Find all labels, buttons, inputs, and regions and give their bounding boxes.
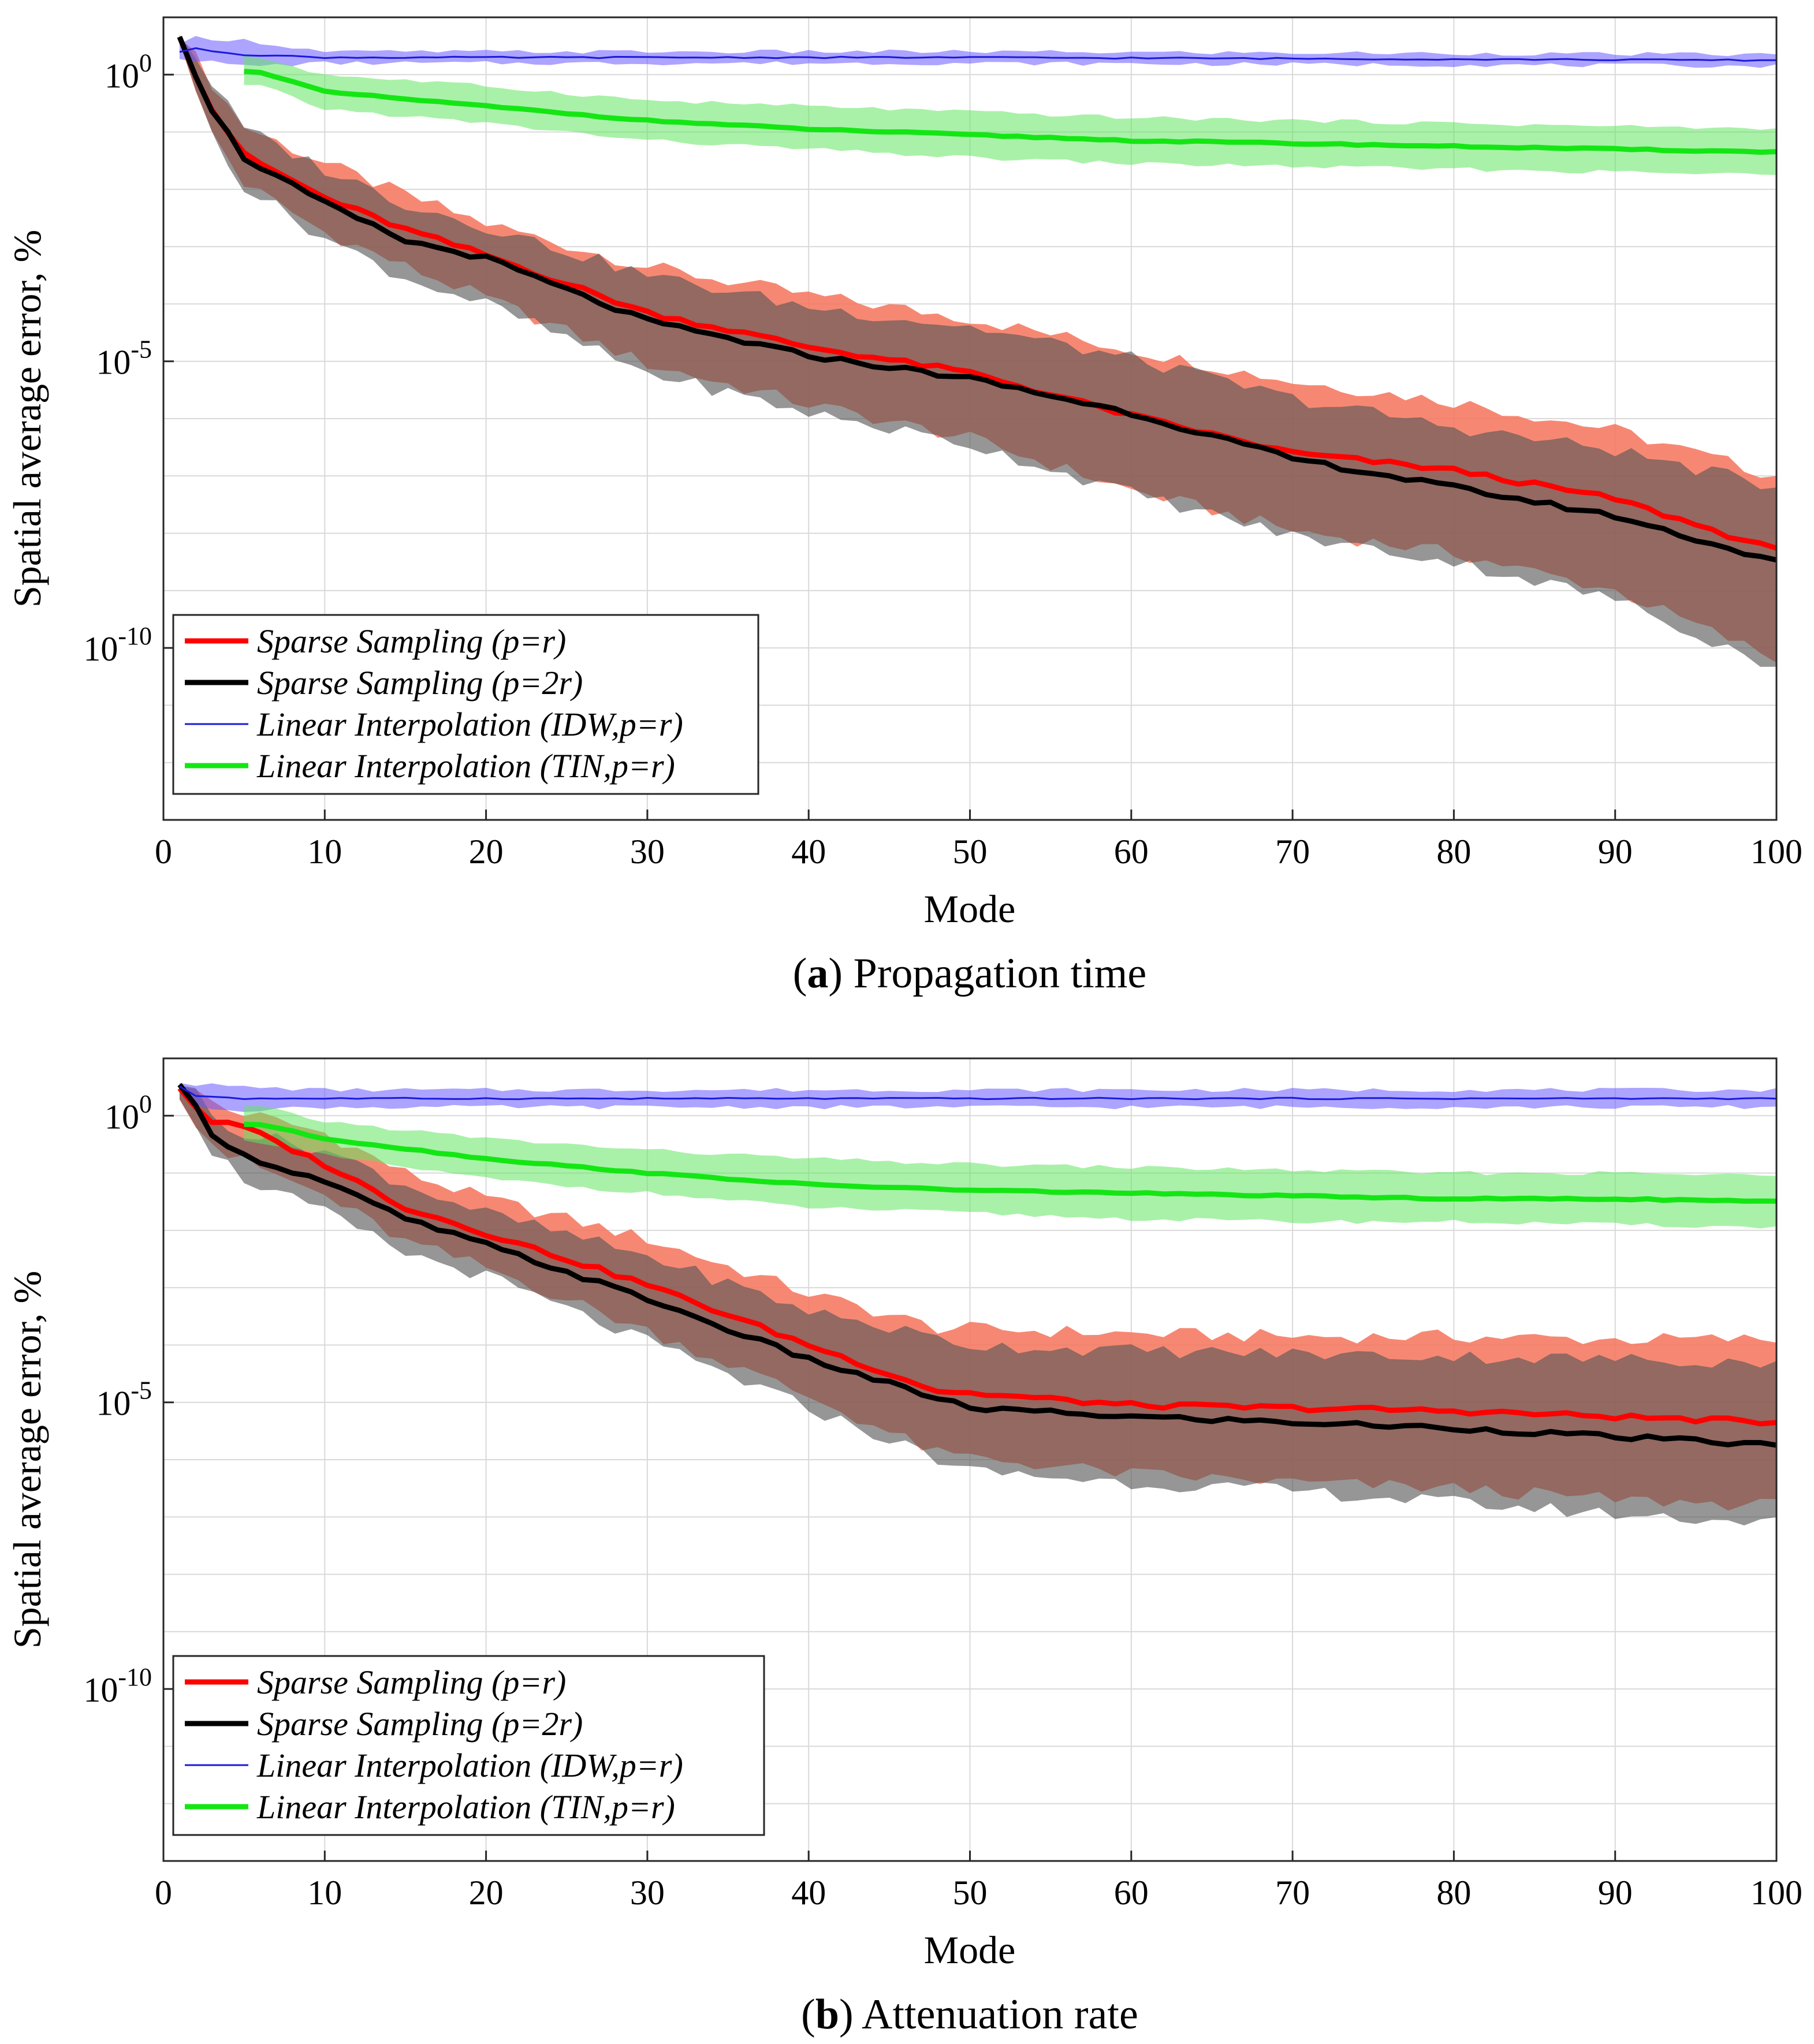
x-tick-label: 40 — [791, 833, 826, 871]
x-tick-label: 10 — [307, 833, 342, 871]
x-tick-label: 0 — [155, 833, 172, 871]
x-tick-label: 100 — [1750, 1874, 1802, 1912]
y-tick-label: 10-10 — [83, 622, 152, 668]
x-axis-label-a: Mode — [924, 887, 1016, 931]
lines-b — [177, 1083, 1777, 1448]
x-tick-label: 30 — [630, 1874, 665, 1912]
legend-box — [172, 614, 759, 795]
legend-entry: Sparse Sampling (p=r) — [257, 1663, 566, 1701]
x-axis-label-b: Mode — [924, 1928, 1016, 1972]
legend-entry: Sparse Sampling (p=r) — [257, 622, 566, 660]
ticks-a: 0 10 20 30 40 50 60 70 80 90 100 100 10-5 10-10 — [83, 49, 1802, 871]
series-line-black — [177, 36, 1777, 563]
y-tick-label: 10-5 — [96, 1377, 152, 1423]
legend-entry: Linear Interpolation (TIN,p=r) — [256, 1788, 675, 1826]
legend-box — [172, 1655, 765, 1836]
panel-b: 0 10 20 30 40 50 60 70 80 90 100 100 10-5 10-10 Spati… — [5, 1057, 1802, 2038]
band-black — [179, 35, 1777, 667]
y-tick-label: 10-10 — [83, 1663, 152, 1709]
x-tick-label: 90 — [1598, 1874, 1633, 1912]
x-tick-label: 0 — [155, 1874, 172, 1912]
panel-a: 0 10 20 30 40 50 60 70 80 90 100 100 10-5 10-10 Spati… — [5, 16, 1802, 997]
x-tick-label: 90 — [1598, 833, 1633, 871]
x-tick-label: 80 — [1436, 1874, 1471, 1912]
y-axis-label-a: Spatial average error, % — [5, 230, 49, 607]
x-tick-label: 80 — [1436, 833, 1471, 871]
series-line-blue — [179, 1086, 1777, 1101]
x-tick-label: 100 — [1750, 833, 1802, 871]
ticks-b: 0 10 20 30 40 50 60 70 80 90 100 100 10-5 10-10 — [83, 1090, 1802, 1912]
legend-entry: Sparse Sampling (p=2r) — [257, 1705, 583, 1743]
caption-a-letter: a — [807, 950, 828, 997]
series-line-red — [177, 1086, 1777, 1427]
x-tick-label: 30 — [630, 833, 665, 871]
x-tick-label: 50 — [953, 1874, 988, 1912]
legend-entry: Sparse Sampling (p=2r) — [257, 664, 583, 702]
y-tick-label: 100 — [105, 1090, 152, 1136]
y-tick-label: 10-5 — [96, 335, 152, 382]
x-tick-label: 70 — [1275, 1874, 1310, 1912]
series-line-red — [177, 36, 1778, 551]
series-line-blue — [179, 47, 1777, 62]
legend-entry: Linear Interpolation (IDW,p=r) — [256, 706, 683, 743]
x-tick-label: 70 — [1275, 833, 1310, 871]
caption-b: (b) Attenuation rate — [801, 1991, 1138, 2038]
caption-b-letter: b — [815, 1991, 839, 2038]
legend-b: Sparse Sampling (p=r) Sparse Sampling (p=… — [172, 1655, 765, 1836]
y-axis-label-b: Spatial average error, % — [5, 1271, 49, 1648]
series-line-green — [244, 69, 1777, 155]
caption-b-text: Attenuation rate — [862, 1991, 1138, 2038]
caption-a-text: Propagation time — [854, 950, 1147, 997]
x-tick-label: 10 — [307, 1874, 342, 1912]
series-line-black — [177, 1083, 1777, 1448]
x-tick-label: 20 — [469, 1874, 504, 1912]
legend-entry: Linear Interpolation (IDW,p=r) — [256, 1747, 683, 1784]
caption-a: (a) Propagation time — [793, 950, 1146, 997]
x-tick-label: 20 — [469, 833, 504, 871]
x-tick-label: 60 — [1114, 833, 1149, 871]
x-tick-label: 40 — [791, 1874, 826, 1912]
series-line-green — [244, 1121, 1777, 1204]
x-tick-label: 60 — [1114, 1874, 1149, 1912]
x-tick-label: 50 — [953, 833, 988, 871]
band-black — [179, 1085, 1777, 1525]
band-blue — [179, 1083, 1777, 1112]
legend-entry: Linear Interpolation (TIN,p=r) — [256, 747, 675, 785]
y-tick-label: 100 — [105, 49, 152, 95]
lines-a — [177, 36, 1778, 563]
legend-a: Sparse Sampling (p=r) Sparse Sampling (p=… — [172, 614, 759, 795]
